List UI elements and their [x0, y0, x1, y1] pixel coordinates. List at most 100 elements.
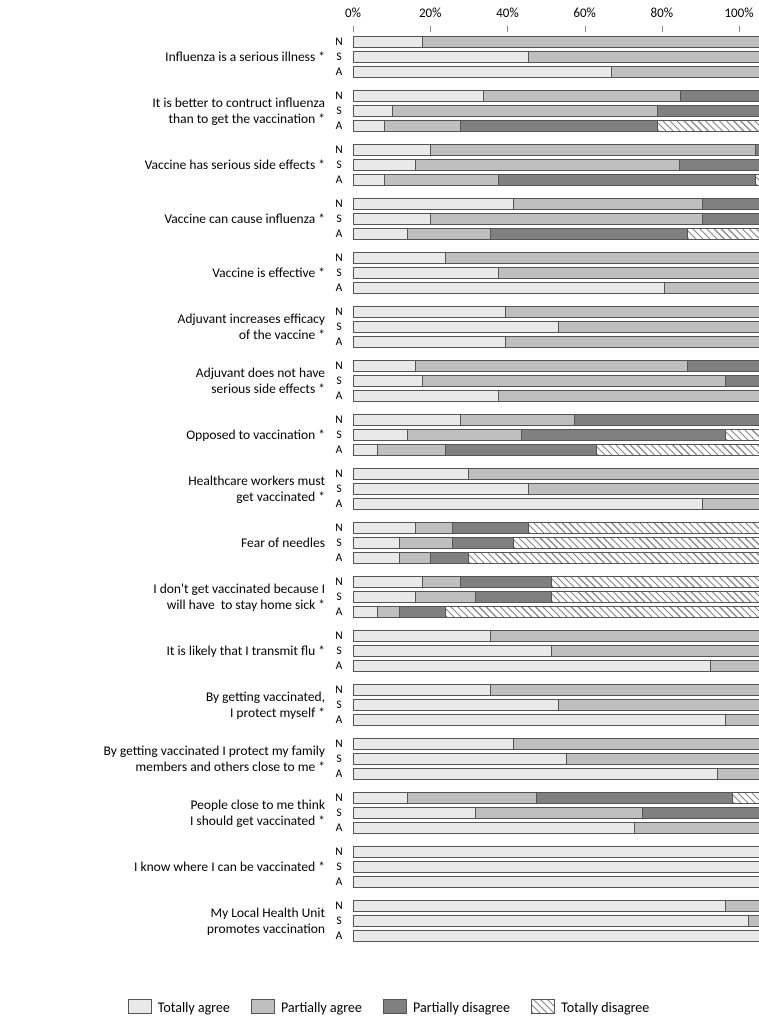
- bar-segment-ta: [354, 469, 468, 479]
- bar-segment-pa: [407, 793, 536, 803]
- stacked-bar: [353, 522, 759, 534]
- bar-segment-pa: [611, 67, 759, 77]
- bar-segment-ta: [354, 793, 407, 803]
- stacked-bar: [353, 429, 759, 441]
- bar-segment-ta: [354, 337, 505, 347]
- stacked-bar: [353, 900, 759, 912]
- row-code: A: [330, 497, 348, 512]
- bar-segment-pd: [702, 214, 759, 224]
- x-axis: 0%20%40%60%80%100%: [353, 0, 739, 28]
- legend-swatch-partially-disagree: [383, 999, 407, 1014]
- bar-segment-ta: [354, 229, 407, 239]
- bar-segment-ta: [354, 577, 422, 587]
- question-group: I don't get vaccinated because Iwill hav…: [0, 576, 759, 618]
- bar-segment-pa: [725, 715, 759, 725]
- question-group: Vaccine can cause influenza *NSA: [0, 198, 759, 240]
- stacked-bar: [353, 483, 759, 495]
- bar-segment-pa: [415, 160, 680, 170]
- bar-segment-ta: [354, 553, 399, 563]
- stacked-bar: [353, 738, 759, 750]
- stacked-bar: [353, 120, 759, 132]
- legend-label: Partially agree: [281, 999, 362, 1016]
- bar-segment-pa: [430, 145, 756, 155]
- bar-segment-pa: [422, 37, 759, 47]
- question-label: I know where I can be vaccinated *: [0, 859, 325, 875]
- stacked-bar: [353, 699, 759, 711]
- row-code: A: [330, 173, 348, 188]
- bar-segment-td: [468, 553, 759, 563]
- bar-segment-ta: [354, 67, 611, 77]
- legend: Totally agree Partially agree Partially …: [0, 999, 759, 1016]
- question-group: By getting vaccinated I protect my famil…: [0, 738, 759, 780]
- bar-segment-ta: [354, 376, 422, 386]
- stacked-bar: [353, 861, 759, 873]
- stacked-bar: [353, 174, 759, 186]
- bar-segment-ta: [354, 253, 445, 263]
- question-label: Adjuvant does not haveserious side effec…: [0, 365, 325, 397]
- question-group: Fear of needlesNSA: [0, 522, 759, 564]
- stacked-bar: [353, 792, 759, 804]
- bar-segment-pa: [415, 523, 453, 533]
- row-code: N: [330, 143, 348, 158]
- row-code: A: [330, 875, 348, 890]
- question-label: Vaccine is effective *: [0, 265, 325, 281]
- bar-segment-td: [528, 523, 759, 533]
- bar-segment-pa: [422, 376, 725, 386]
- bar-segment-pa: [528, 52, 759, 62]
- question-group: Adjuvant does not haveserious side effec…: [0, 360, 759, 402]
- bar-segment-ta: [354, 484, 528, 494]
- row-code: A: [330, 119, 348, 134]
- row-code: S: [330, 482, 348, 497]
- axis-tick-label: 60%: [573, 6, 595, 21]
- bar-segment-pa: [490, 685, 759, 695]
- bar-segment-ta: [354, 862, 759, 872]
- bar-segment-pa: [566, 754, 759, 764]
- stacked-bar: [353, 753, 759, 765]
- bar-segment-pd: [657, 106, 759, 116]
- bar-segment-pd: [521, 430, 725, 440]
- bar-segment-pa: [490, 631, 759, 641]
- bar-segment-ta: [354, 445, 377, 455]
- bar-segment-pa: [664, 283, 759, 293]
- bar-segment-pa: [430, 214, 703, 224]
- stacked-bar: [353, 282, 759, 294]
- row-code: N: [330, 359, 348, 374]
- axis-tick-label: 80%: [651, 6, 673, 21]
- question-label: By getting vaccinated,I protect myself *: [0, 689, 325, 721]
- stacked-bar: [353, 714, 759, 726]
- stacked-bar: [353, 321, 759, 333]
- row-code: A: [330, 929, 348, 944]
- bar-segment-pa: [377, 445, 445, 455]
- question-group: People close to me thinkI should get vac…: [0, 792, 759, 834]
- bar-segment-ta: [354, 322, 558, 332]
- question-label: Healthcare workers mustget vaccinated *: [0, 473, 325, 505]
- row-code: S: [330, 914, 348, 929]
- bar-segment-pd: [445, 445, 596, 455]
- bar-segment-pa: [505, 307, 759, 317]
- legend-label: Totally disagree: [561, 999, 649, 1016]
- row-code: A: [330, 605, 348, 620]
- question-group: Healthcare workers mustget vaccinated *N…: [0, 468, 759, 510]
- stacked-bar: [353, 228, 759, 240]
- stacked-bar: [353, 468, 759, 480]
- bar-segment-pa: [384, 121, 460, 131]
- question-group: Opposed to vaccination *NSA: [0, 414, 759, 456]
- bar-segment-ta: [354, 391, 498, 401]
- bar-segment-td: [725, 430, 759, 440]
- bar-segment-td: [732, 793, 759, 803]
- stacked-bar: [353, 267, 759, 279]
- bar-segment-ta: [354, 754, 566, 764]
- bar-segment-pa: [377, 607, 400, 617]
- stacked-bar: [353, 822, 759, 834]
- bar-segment-pd: [687, 361, 759, 371]
- bar-segment-pa: [558, 322, 759, 332]
- bar-segment-ta: [354, 592, 415, 602]
- stacked-bar: [353, 66, 759, 78]
- row-code: A: [330, 227, 348, 242]
- stacked-bar: [353, 252, 759, 264]
- bar-segment-ta: [354, 901, 725, 911]
- bar-segment-pa: [748, 916, 759, 926]
- bar-segment-pd: [642, 808, 759, 818]
- row-code: A: [330, 713, 348, 728]
- question-group: Adjuvant increases efficacyof the vaccin…: [0, 306, 759, 348]
